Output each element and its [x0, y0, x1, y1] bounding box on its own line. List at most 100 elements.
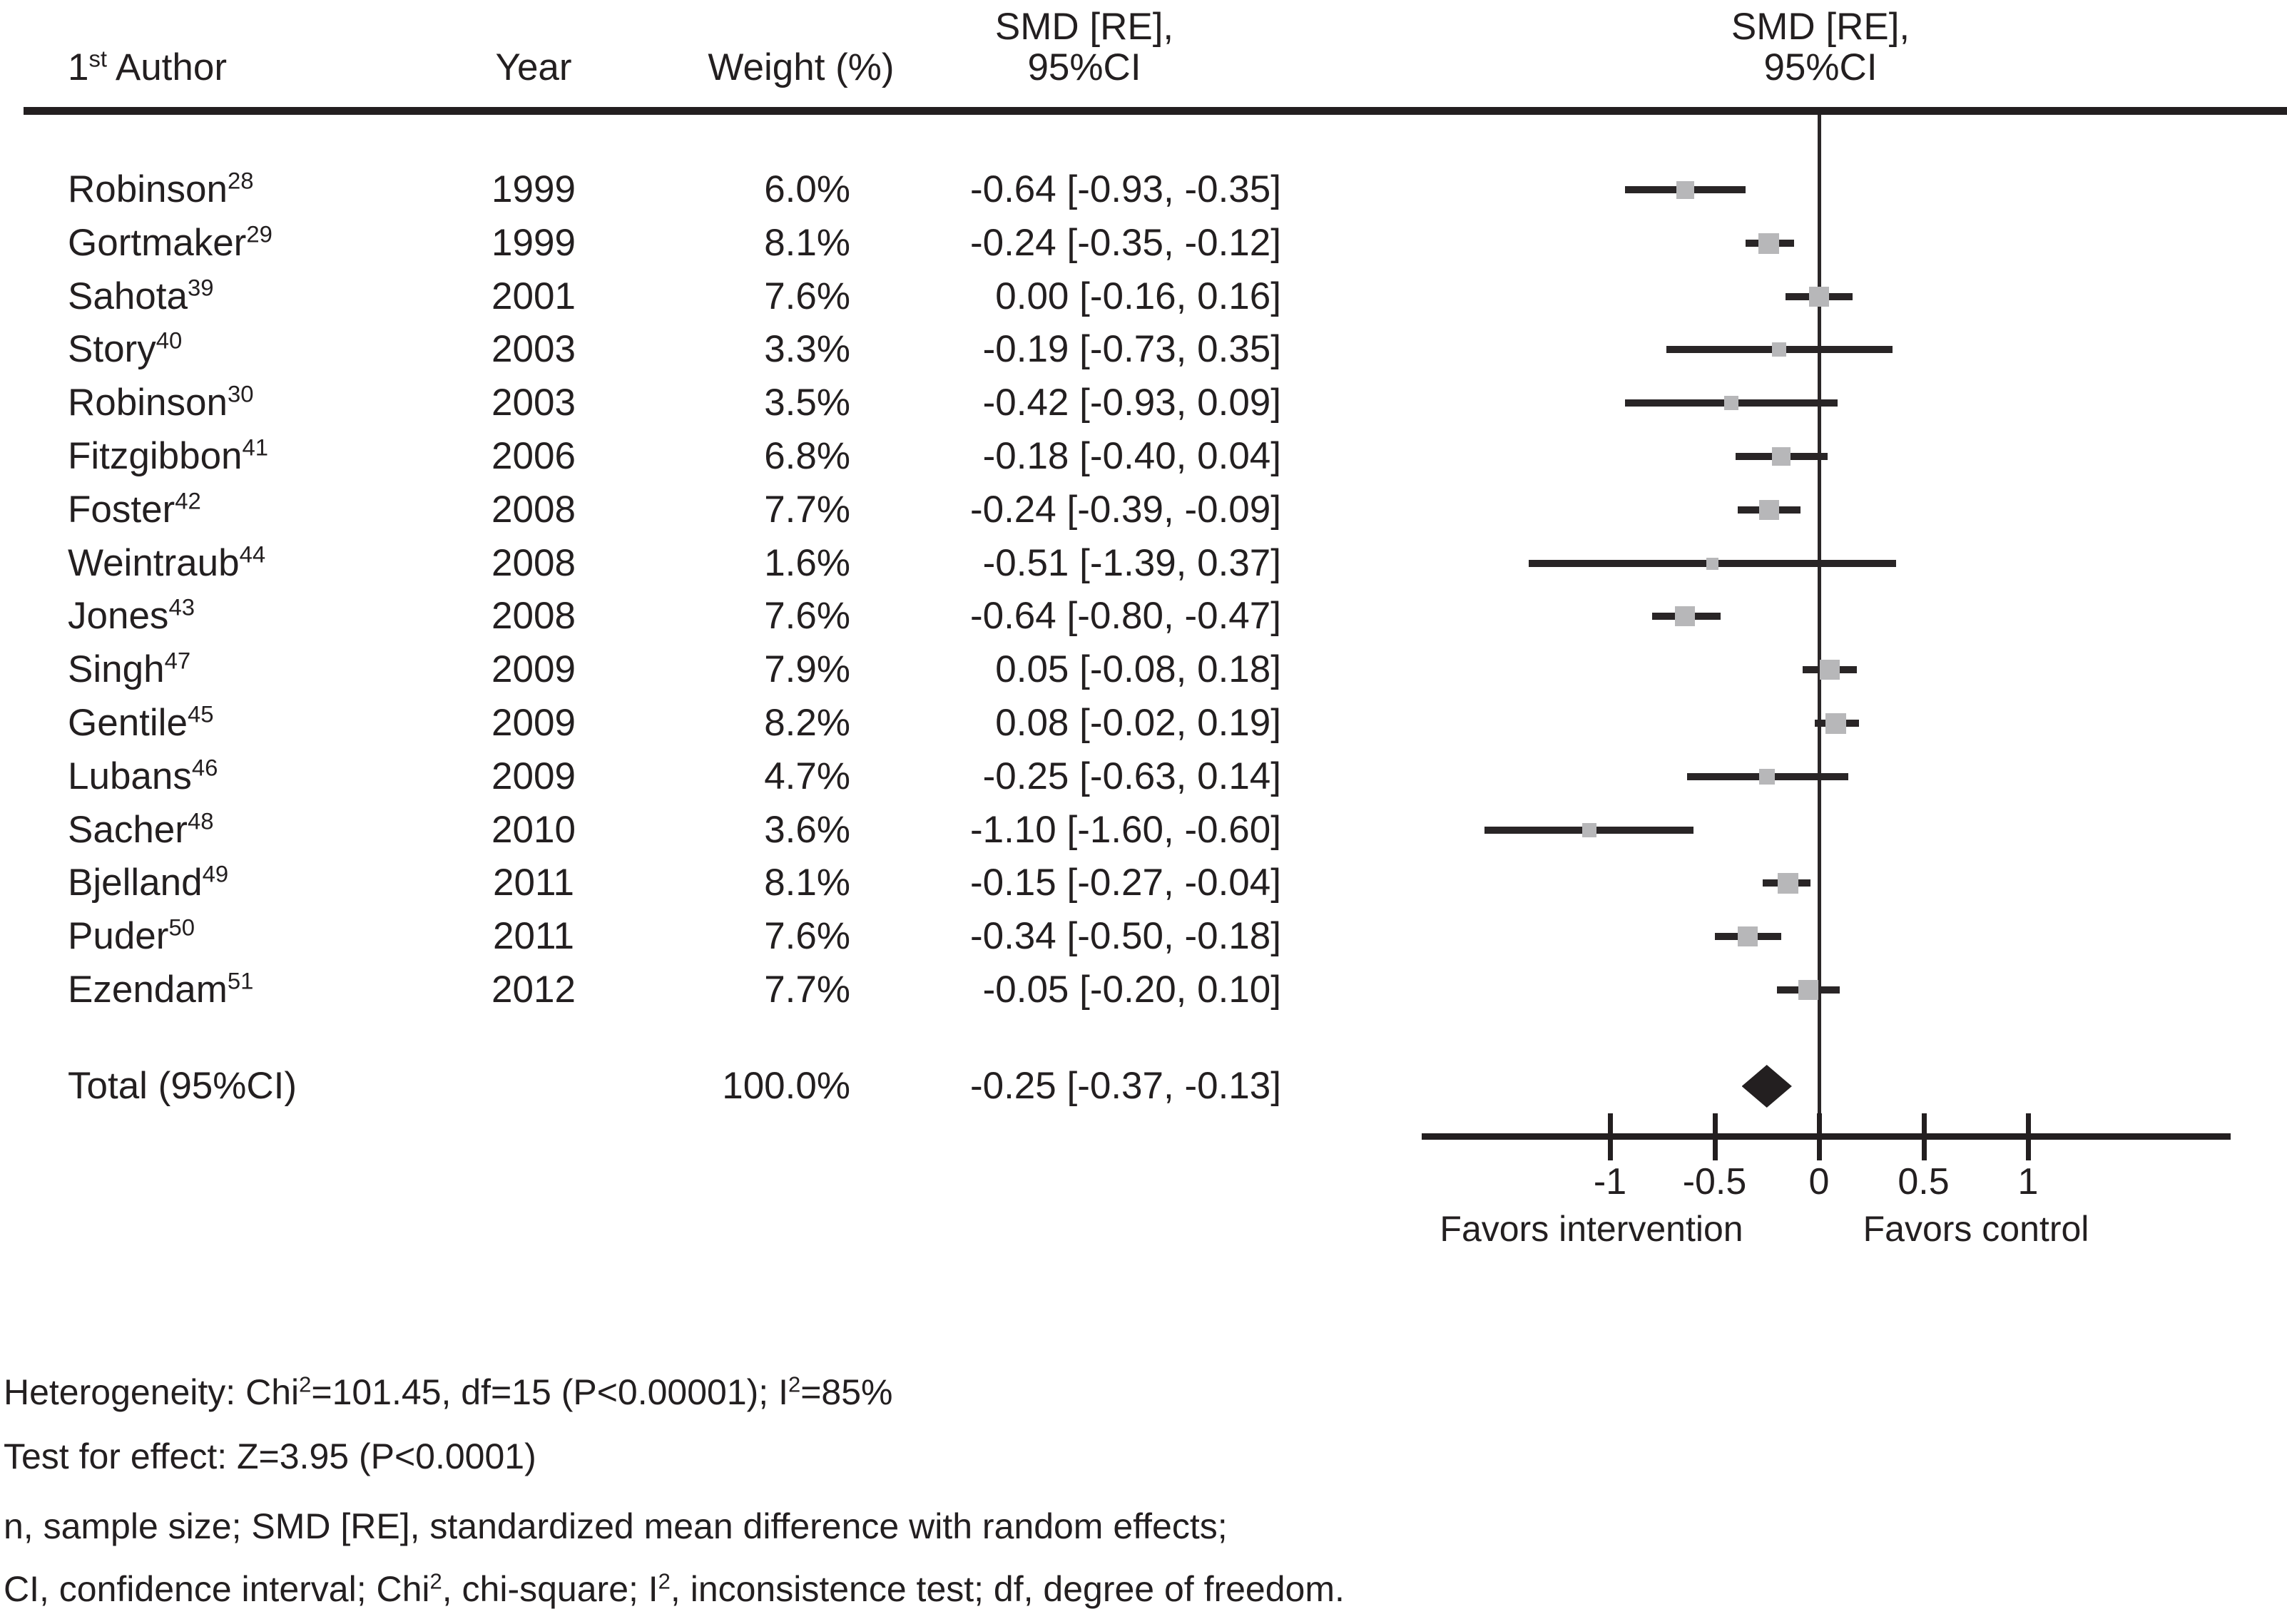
- study-author: Weintraub44: [68, 541, 266, 584]
- study-ci-text: -0.34 [-0.50, -0.18]: [969, 915, 1281, 957]
- total-row-label: Total (95%CI): [68, 1065, 297, 1107]
- study-year: 2011: [493, 862, 574, 904]
- x-axis-tick: [2026, 1113, 2031, 1160]
- study-year: 2009: [491, 648, 576, 690]
- point-estimate-square: [1772, 447, 1791, 466]
- study-year: 2008: [491, 489, 576, 531]
- point-estimate-square: [1809, 287, 1829, 307]
- study-author: Lubans46: [68, 754, 218, 797]
- study-author: Robinson30: [68, 380, 254, 424]
- superscript: 47: [164, 647, 191, 674]
- column-header-year: Year: [495, 46, 572, 88]
- study-ci-text: -1.10 [-1.60, -0.60]: [969, 809, 1281, 851]
- study-weight: 8.1%: [764, 862, 850, 904]
- superscript: 41: [242, 434, 269, 461]
- study-author: Jones43: [68, 593, 195, 637]
- plot-header-smd-line1: SMD [RE],: [1731, 6, 1910, 48]
- superscript: 2: [429, 1568, 442, 1594]
- x-axis-line: [1422, 1133, 2231, 1140]
- column-header-weight: Weight (%): [708, 46, 895, 88]
- study-author: Story40: [68, 327, 183, 370]
- study-year: 2006: [491, 435, 576, 477]
- study-weight: 7.9%: [764, 648, 850, 690]
- study-year: 2001: [491, 275, 576, 317]
- study-year: 2010: [491, 809, 576, 851]
- plot-header-smd-line2: 95%CI: [1763, 46, 1878, 88]
- point-estimate-square: [1777, 872, 1798, 894]
- study-weight: 7.7%: [764, 969, 850, 1011]
- superscript: 29: [246, 220, 272, 247]
- point-estimate-square: [1798, 980, 1819, 1000]
- superscript: 48: [187, 807, 214, 834]
- study-weight: 6.0%: [764, 168, 850, 210]
- footnote-line: Test for effect: Z=3.95 (P<0.0001): [4, 1436, 536, 1476]
- point-estimate-square: [1706, 557, 1719, 570]
- x-axis-label-right: Favors control: [1863, 1209, 2089, 1249]
- header-rule: [24, 107, 2287, 115]
- superscript: 2: [788, 1372, 801, 1397]
- x-axis-tick-label: 1: [2017, 1161, 2039, 1202]
- zero-reference-line: [1818, 115, 1821, 1149]
- column-header-author: 1st Author: [68, 45, 228, 88]
- study-ci-text: 0.00 [-0.16, 0.16]: [995, 275, 1281, 317]
- superscript: 28: [227, 167, 254, 194]
- study-author: Gentile45: [68, 700, 214, 744]
- footnote-line: CI, confidence interval; Chi2, chi-squar…: [4, 1568, 1345, 1609]
- study-year: 2011: [493, 915, 574, 957]
- superscript: 50: [168, 914, 195, 941]
- point-estimate-square: [1825, 713, 1846, 734]
- superscript: 51: [227, 967, 254, 994]
- point-estimate-square: [1675, 606, 1696, 626]
- study-weight: 7.6%: [764, 595, 850, 637]
- x-axis-label-left: Favors intervention: [1440, 1209, 1743, 1249]
- study-ci-text: -0.05 [-0.20, 0.10]: [982, 969, 1281, 1011]
- study-year: 1999: [491, 222, 576, 264]
- study-weight: 8.2%: [764, 702, 850, 744]
- study-weight: 1.6%: [764, 542, 850, 584]
- study-ci-text: -0.15 [-0.27, -0.04]: [969, 862, 1281, 904]
- study-author: Fitzgibbon41: [68, 434, 269, 477]
- total-row-ci-text: -0.25 [-0.37, -0.13]: [969, 1065, 1281, 1107]
- study-ci-text: -0.24 [-0.35, -0.12]: [969, 222, 1281, 264]
- superscript: 40: [156, 327, 183, 354]
- study-ci-text: 0.08 [-0.02, 0.19]: [995, 702, 1281, 744]
- study-year: 2012: [491, 969, 576, 1011]
- study-ci-text: -0.64 [-0.93, -0.35]: [969, 168, 1281, 210]
- footnote-line: n, sample size; SMD [RE], standardized m…: [4, 1506, 1228, 1546]
- study-weight: 6.8%: [764, 435, 850, 477]
- superscript: 30: [227, 380, 254, 407]
- study-year: 2008: [491, 595, 576, 637]
- study-author: Singh47: [68, 647, 191, 690]
- study-ci-text: -0.18 [-0.40, 0.04]: [982, 435, 1281, 477]
- study-year: 1999: [491, 168, 576, 210]
- point-estimate-square: [1581, 823, 1596, 837]
- column-header-smd-line1: SMD [RE],: [994, 6, 1174, 48]
- superscript: 43: [168, 593, 195, 621]
- x-axis-tick: [1921, 1113, 1927, 1160]
- column-header-smd-line2: 95%CI: [1027, 46, 1141, 88]
- study-weight: 8.1%: [764, 222, 850, 264]
- study-weight: 3.6%: [764, 809, 850, 851]
- study-weight: 3.5%: [764, 382, 850, 424]
- study-weight: 7.6%: [764, 275, 850, 317]
- study-author: Foster42: [68, 487, 201, 531]
- superscript: 39: [187, 274, 214, 301]
- superscript: 46: [191, 754, 218, 781]
- x-axis-tick-label: 0.5: [1898, 1161, 1950, 1202]
- study-weight: 7.7%: [764, 489, 850, 531]
- point-estimate-square: [1772, 342, 1787, 357]
- x-axis-tick-label: -1: [1593, 1161, 1627, 1202]
- superscript: st: [88, 45, 108, 72]
- study-weight: 4.7%: [764, 755, 850, 797]
- superscript: 44: [239, 541, 266, 568]
- study-author: Gortmaker29: [68, 220, 272, 264]
- study-author: Sahota39: [68, 274, 214, 317]
- point-estimate-square: [1758, 769, 1775, 785]
- superscript: 42: [175, 487, 201, 514]
- total-row-weight: 100.0%: [722, 1065, 850, 1107]
- study-ci-text: -0.64 [-0.80, -0.47]: [969, 595, 1281, 637]
- total-diamond: [1741, 1065, 1792, 1108]
- study-author: Bjelland49: [68, 860, 229, 904]
- study-year: 2008: [491, 542, 576, 584]
